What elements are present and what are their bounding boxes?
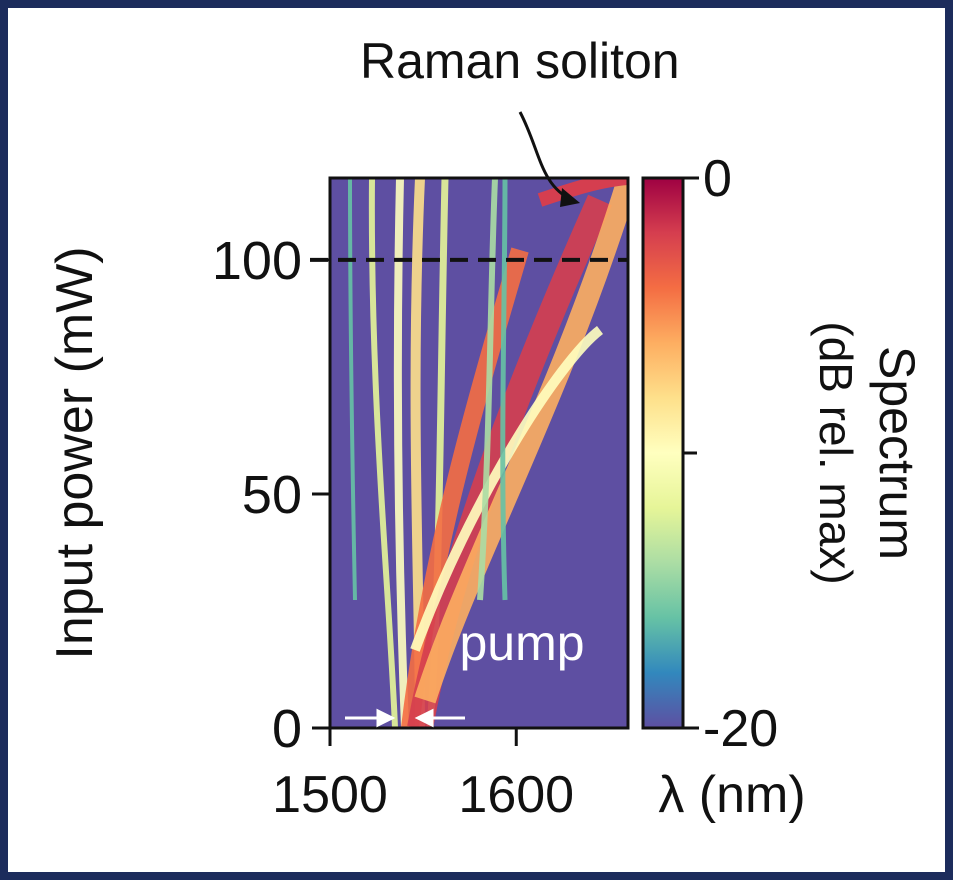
colorbar-label: (dB rel. max) [810,321,862,584]
x-tick-label: 1600 [458,766,574,824]
arrow-head [560,188,580,207]
x-axis-label: λ (nm) [658,766,805,824]
heatmap-strand [368,178,398,728]
pump-arrows [345,708,465,728]
colorbar [641,176,685,730]
heatmap-strand [414,178,628,704]
plot-frame [328,176,630,730]
y-tick-label: 50 [242,465,302,525]
colorbar-tick-label: -20 [703,700,778,758]
heatmap-strand [500,178,508,601]
heatmap-strand [477,178,498,601]
x-tick-label: 1500 [272,766,388,824]
annotation-pump: pump [459,615,584,671]
annotation-raman: Raman soliton [360,33,680,89]
y-tick-label: 0 [272,699,302,759]
heatmap-strand [348,178,357,601]
y-axis-label: Input power (mW) [46,246,104,659]
colorbar-tick-label: 0 [703,150,732,208]
heatmap-strand [393,178,409,728]
heatmap-strand [401,247,529,728]
heatmap-strand [410,326,604,652]
y-tick-label: 100 [212,231,302,291]
colorbar-label: Spectrum [869,346,925,560]
heatmap [330,178,628,728]
